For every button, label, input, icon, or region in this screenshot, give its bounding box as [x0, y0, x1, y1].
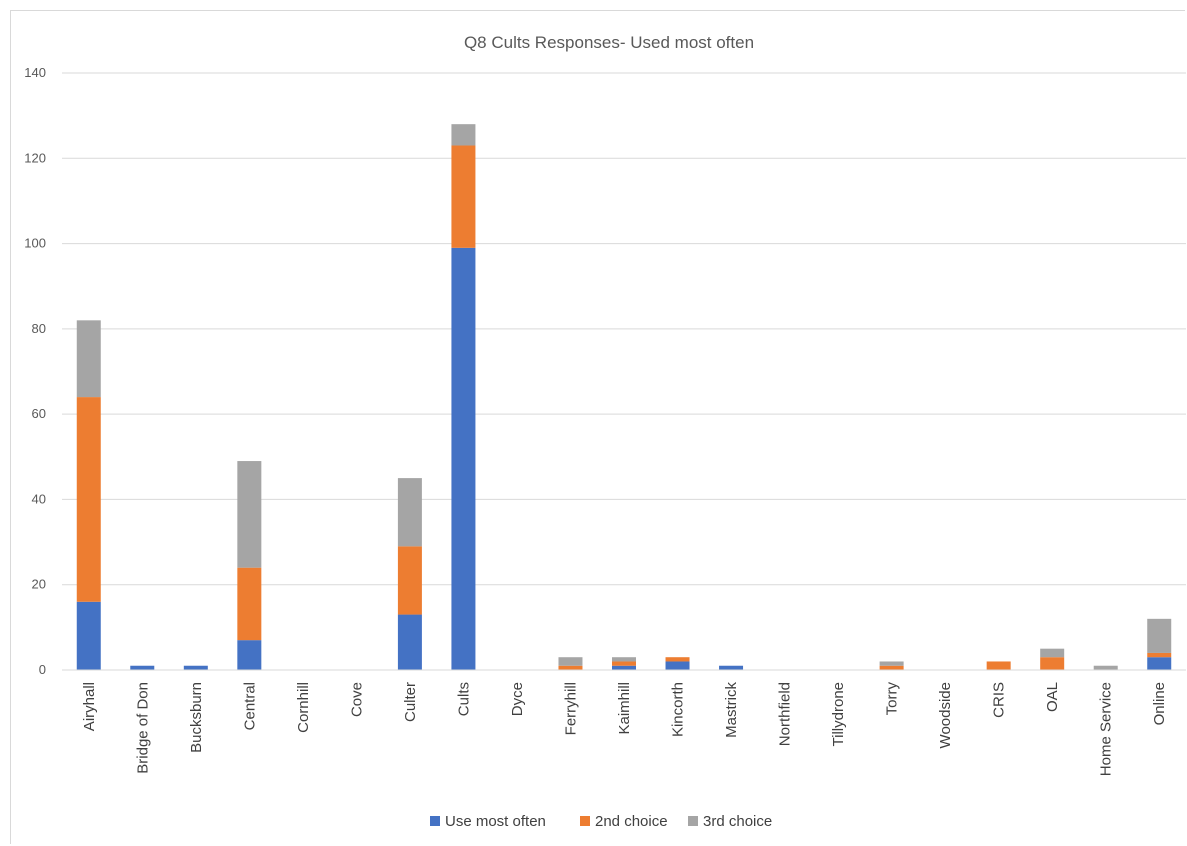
legend-label: 3rd choice — [703, 813, 772, 830]
x-tick-label: Culter — [402, 682, 419, 722]
bar-segment — [558, 657, 583, 666]
gridlines — [62, 72, 1186, 586]
x-tick-label: Ferryhill — [562, 682, 579, 735]
x-axis-labels: Airyhall Bridge of Don Bucksburn Central Cor… — [81, 682, 1168, 777]
bar-segment — [397, 546, 422, 615]
bar-segment — [879, 665, 904, 670]
bar-segment — [237, 640, 262, 670]
bar-segment — [183, 665, 208, 670]
bar-segment — [986, 661, 1011, 670]
x-tick-label: Tillydrone — [830, 682, 847, 746]
bar-segment — [76, 320, 101, 398]
y-tick-label: 60 — [32, 406, 46, 421]
bar-segment — [1147, 652, 1172, 658]
bar-segment — [76, 397, 101, 602]
bar-segment — [665, 657, 690, 662]
x-tick-label: Torry — [884, 682, 901, 716]
legend-label: Use most often — [445, 813, 546, 830]
bar-segment — [1040, 657, 1065, 670]
bar-segment — [237, 461, 262, 568]
bar-segment — [879, 661, 904, 666]
bar-segment — [451, 247, 476, 671]
y-tick-label: 120 — [24, 150, 46, 165]
bar-segment — [451, 145, 476, 248]
x-tick-label: Northfield — [777, 682, 794, 746]
bar-segment — [719, 665, 744, 670]
y-tick-label: 80 — [32, 321, 46, 336]
bar-segment — [130, 665, 155, 670]
bar-segment — [397, 478, 422, 547]
bar-segment — [1040, 648, 1065, 658]
bar-segment — [1093, 665, 1118, 670]
chart-title: Q8 Cults Responses- Used most often — [464, 33, 754, 52]
x-tick-label: Cults — [455, 682, 472, 716]
bar-segment — [397, 614, 422, 670]
y-tick-label: 20 — [32, 577, 46, 592]
bar-segment — [1147, 657, 1172, 670]
bar-segment — [612, 657, 636, 662]
x-tick-label: CRIS — [991, 682, 1008, 718]
x-tick-label: OAL — [1044, 682, 1061, 712]
legend-swatch — [688, 816, 698, 826]
legend-swatch — [430, 816, 440, 826]
x-tick-label: Home Service — [1098, 682, 1115, 776]
x-tick-label: Woodside — [937, 682, 954, 748]
x-tick-label: Cove — [348, 682, 365, 717]
bar-segment — [237, 567, 262, 641]
x-tick-label: Bridge of Don — [134, 682, 151, 774]
y-tick-label: 0 — [39, 662, 46, 677]
x-tick-label: Central — [241, 682, 258, 730]
x-tick-label: Airyhall — [81, 682, 98, 731]
legend-label: 2nd choice — [595, 813, 668, 830]
x-tick-label: Kincorth — [670, 682, 687, 737]
y-tick-label: 140 — [24, 65, 46, 80]
x-tick-label: Bucksburn — [188, 682, 205, 753]
bar-segment — [612, 661, 636, 666]
bar-segment — [1147, 618, 1172, 653]
y-tick-label: 40 — [32, 491, 46, 506]
bars — [76, 124, 1172, 671]
bar-segment — [665, 661, 690, 670]
x-tick-label: Mastrick — [723, 682, 740, 738]
bar-segment — [451, 124, 476, 146]
legend: Use most often 2nd choice 3rd choice — [430, 813, 772, 830]
chart-frame — [10, 10, 1185, 844]
bar-segment — [612, 665, 636, 670]
bar-segment — [76, 601, 101, 670]
legend-swatch — [580, 816, 590, 826]
bar-segment — [558, 665, 583, 670]
x-tick-label: Kaimhill — [616, 682, 633, 735]
y-axis-ticks: 0 20 40 60 80 100 120 140 — [24, 65, 46, 677]
y-tick-label: 100 — [24, 236, 46, 251]
x-tick-label: Online — [1151, 682, 1168, 725]
x-tick-label: Cornhill — [295, 682, 312, 733]
x-tick-label: Dyce — [509, 682, 526, 716]
